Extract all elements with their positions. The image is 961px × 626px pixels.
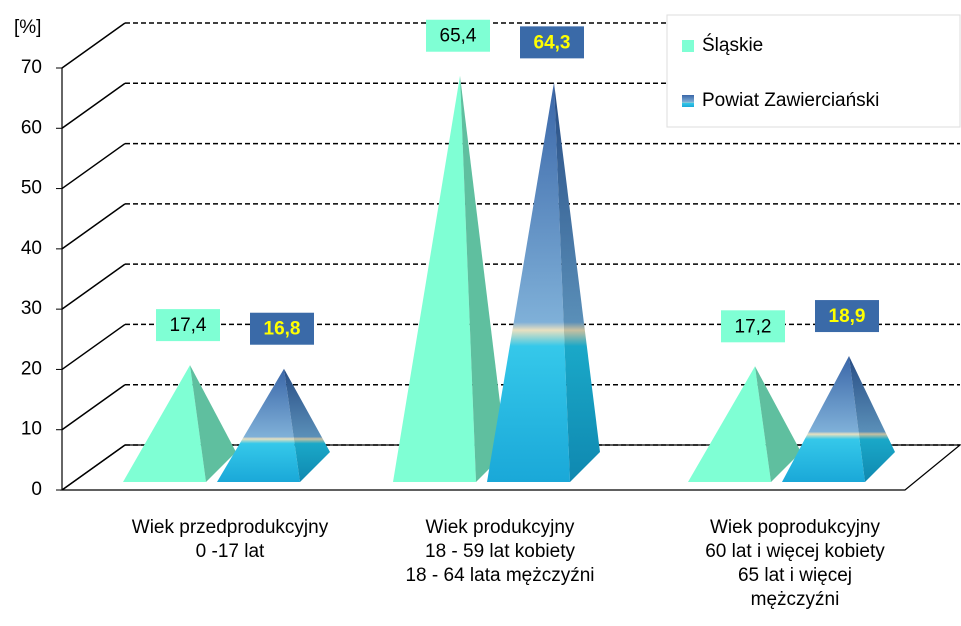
grid-line [61, 384, 126, 431]
legend-box [666, 14, 961, 128]
pyramid-face [554, 82, 600, 482]
y-tick-label: 40 [21, 238, 42, 259]
y-tick-label: 10 [21, 419, 42, 440]
value-label-box [250, 312, 314, 345]
grid-line [61, 323, 126, 371]
x-tick-line: 65 lat i więcej [738, 565, 852, 586]
pyramid [217, 368, 330, 482]
value-label: 17,4 [170, 315, 207, 336]
value-label-box [815, 300, 879, 333]
x-tick-label: Wiek produkcyjny 18 - 59 lat kobiety 18 - … [405, 517, 594, 586]
value-label: 18,9 [829, 306, 866, 327]
y-axis-label: [%] [14, 17, 41, 38]
y-tick-label: 30 [21, 298, 42, 319]
x-tick-line: mężczyźni [751, 589, 840, 610]
pyramid-face [487, 82, 570, 482]
y-tick-label: 70 [21, 57, 42, 78]
value-label: 65,4 [440, 26, 477, 47]
pyramid [393, 75, 506, 482]
x-tick-line: Wiek przedprodukcyjny [132, 517, 329, 538]
pyramid [487, 82, 600, 482]
x-tick-line: 18 - 64 lata mężczyźni [405, 565, 594, 586]
legend-label: Śląskie [702, 34, 763, 56]
legend-marker [682, 95, 694, 107]
pyramid-face [755, 366, 801, 482]
y-tick-label: 0 [31, 479, 42, 500]
pyramid-face [782, 356, 865, 482]
value-label: 17,2 [735, 316, 772, 337]
grid-line [61, 203, 126, 250]
grid-line [61, 263, 126, 310]
value-label-box [520, 26, 584, 59]
value-label: 16,8 [264, 319, 301, 340]
y-tick-label: 20 [21, 358, 42, 379]
grid-line [61, 142, 126, 190]
value-label-box [721, 310, 785, 343]
pyramid [782, 356, 895, 482]
x-tick-line: 0 -17 lat [196, 541, 265, 562]
y-tick-label: 50 [21, 178, 42, 199]
grid-line [61, 22, 126, 69]
x-tick-label: Wiek poprodukcyjny 60 lat i więcej kobiet… [705, 517, 885, 610]
x-tick-line: Wiek poprodukcyjny [710, 517, 881, 538]
legend-marker [682, 40, 694, 52]
pyramid-face [849, 356, 895, 482]
x-tick-line: Wiek produkcyjny [426, 517, 575, 538]
x-tick-line: 60 lat i więcej kobiety [705, 541, 885, 562]
x-tick-label: Wiek przedprodukcyjny 0 -17 lat [132, 517, 329, 562]
pyramid-face [217, 368, 300, 482]
pyramid [123, 365, 236, 482]
x-tick-line: 18 - 59 lat kobiety [425, 541, 575, 562]
pyramid-face [284, 368, 330, 482]
legend-label: Powiat Zawierciański [702, 90, 879, 111]
pyramid-face [460, 75, 506, 482]
value-label-box [156, 309, 220, 342]
pyramid-face [393, 75, 476, 482]
value-label-box [426, 19, 490, 52]
pyramid-face [688, 366, 771, 482]
grid-line [61, 444, 126, 491]
pyramid-face [190, 365, 236, 482]
pyramid [688, 366, 801, 482]
pyramid-face [123, 365, 206, 482]
grid-line [61, 82, 126, 129]
y-tick-label: 60 [21, 117, 42, 138]
value-label: 64,3 [534, 32, 571, 53]
